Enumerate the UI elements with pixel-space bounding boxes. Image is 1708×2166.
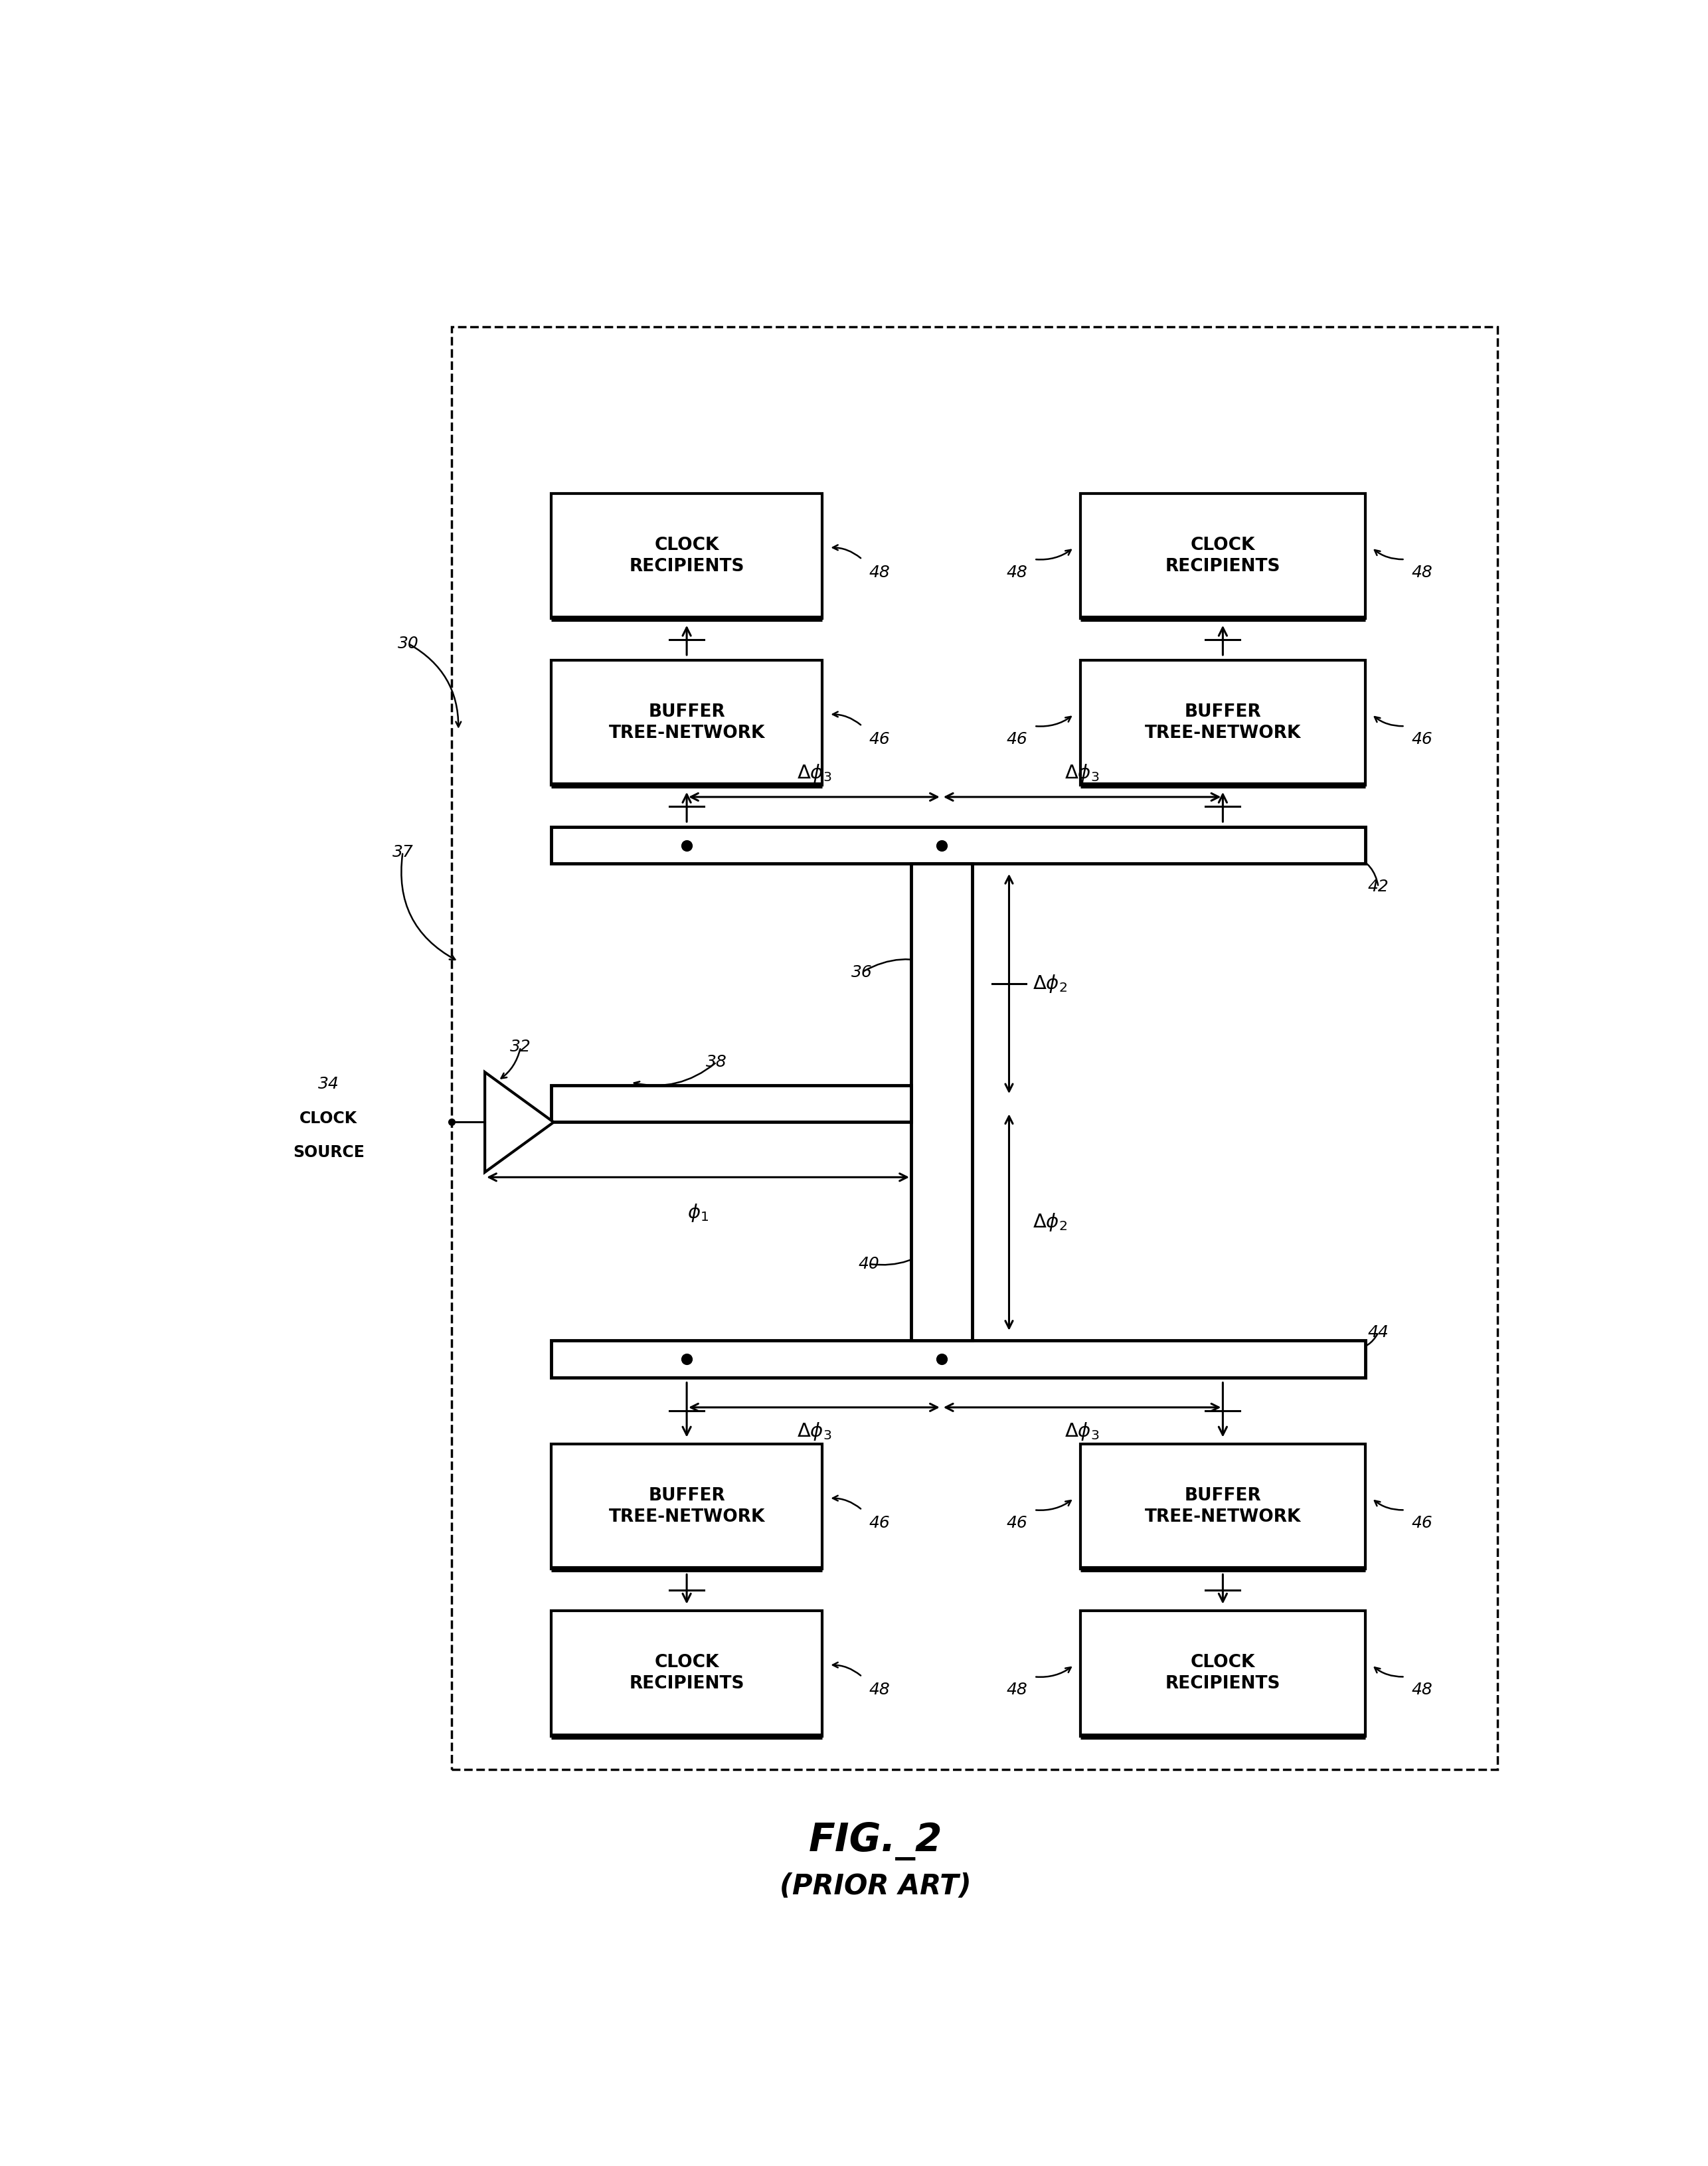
Bar [1081, 494, 1365, 619]
Text: 42: 42 [1368, 879, 1389, 895]
Bar [1081, 661, 1365, 786]
Text: 36: 36 [852, 964, 873, 979]
Text: BUFFER
TREE-NETWORK: BUFFER TREE-NETWORK [1144, 1488, 1301, 1525]
Text: 48: 48 [1411, 565, 1433, 580]
FancyArrowPatch shape [401, 853, 454, 960]
Text: FIG._2: FIG._2 [808, 1822, 943, 1861]
Text: 46: 46 [1411, 1516, 1433, 1531]
Bar [552, 1445, 823, 1568]
Text: 46: 46 [869, 732, 890, 747]
Polygon shape [485, 1072, 553, 1172]
FancyArrowPatch shape [1037, 1501, 1071, 1510]
FancyArrowPatch shape [834, 1661, 861, 1676]
Text: 48: 48 [869, 565, 890, 580]
Text: 48: 48 [869, 1683, 890, 1698]
Text: BUFFER
TREE-NETWORK: BUFFER TREE-NETWORK [1144, 704, 1301, 743]
Text: (PRIOR ART): (PRIOR ART) [779, 1871, 972, 1900]
Text: 30: 30 [398, 635, 418, 652]
Bar [552, 494, 823, 619]
FancyArrowPatch shape [634, 1064, 716, 1087]
FancyArrowPatch shape [410, 645, 461, 728]
FancyArrowPatch shape [834, 713, 861, 726]
Bar [552, 1085, 910, 1122]
Text: 48: 48 [1006, 1683, 1028, 1698]
FancyArrowPatch shape [1037, 717, 1071, 726]
Text: 46: 46 [1006, 1516, 1028, 1531]
Text: BUFFER
TREE-NETWORK: BUFFER TREE-NETWORK [608, 1488, 765, 1525]
Text: 32: 32 [511, 1040, 531, 1055]
Text: $\phi_1$: $\phi_1$ [687, 1202, 709, 1224]
FancyArrowPatch shape [1375, 717, 1402, 726]
Text: BUFFER
TREE-NETWORK: BUFFER TREE-NETWORK [608, 704, 765, 743]
Text: 48: 48 [1411, 1683, 1433, 1698]
Text: 46: 46 [1006, 732, 1028, 747]
Text: CLOCK
RECIPIENTS: CLOCK RECIPIENTS [1165, 537, 1281, 576]
Bar [451, 327, 1498, 1770]
Point [673, 827, 700, 862]
Point [673, 1341, 700, 1375]
Text: 44: 44 [1368, 1323, 1389, 1341]
Point [927, 1341, 955, 1375]
Text: $\Delta\phi_3$: $\Delta\phi_3$ [796, 762, 832, 784]
Text: $\Delta\phi_3$: $\Delta\phi_3$ [796, 1421, 832, 1443]
Text: $\Delta\phi_3$: $\Delta\phi_3$ [1064, 1421, 1100, 1443]
Text: 46: 46 [1411, 732, 1433, 747]
FancyArrowPatch shape [500, 1048, 521, 1079]
Bar [552, 827, 1365, 864]
FancyArrowPatch shape [1037, 1668, 1071, 1676]
FancyArrowPatch shape [1037, 550, 1071, 559]
Text: 38: 38 [705, 1055, 728, 1070]
Text: CLOCK
RECIPIENTS: CLOCK RECIPIENTS [1165, 1655, 1281, 1692]
Text: SOURCE: SOURCE [292, 1144, 364, 1161]
FancyArrowPatch shape [871, 1241, 939, 1265]
Bar [1081, 1445, 1365, 1568]
Bar [552, 1612, 823, 1735]
Text: 34: 34 [318, 1077, 340, 1092]
Text: 46: 46 [869, 1516, 890, 1531]
Text: $\Delta\phi_2$: $\Delta\phi_2$ [1033, 1211, 1068, 1232]
Text: CLOCK: CLOCK [299, 1111, 357, 1126]
FancyArrowPatch shape [1356, 1334, 1377, 1352]
Bar [552, 1341, 1365, 1378]
Text: CLOCK
RECIPIENTS: CLOCK RECIPIENTS [629, 1655, 745, 1692]
Text: 40: 40 [857, 1256, 880, 1271]
Bar [1081, 1612, 1365, 1735]
FancyArrowPatch shape [864, 960, 938, 970]
FancyArrowPatch shape [1356, 856, 1378, 886]
FancyArrowPatch shape [1375, 1501, 1402, 1510]
Text: $\Delta\phi_2$: $\Delta\phi_2$ [1033, 973, 1068, 994]
FancyArrowPatch shape [1375, 550, 1402, 559]
FancyArrowPatch shape [834, 546, 861, 559]
Text: 48: 48 [1006, 565, 1028, 580]
Bar [910, 864, 972, 1341]
FancyArrowPatch shape [1375, 1668, 1402, 1676]
Text: 37: 37 [393, 845, 413, 860]
Text: CLOCK
RECIPIENTS: CLOCK RECIPIENTS [629, 537, 745, 576]
Point [927, 827, 955, 862]
Text: $\Delta\phi_3$: $\Delta\phi_3$ [1064, 762, 1100, 784]
FancyArrowPatch shape [834, 1495, 861, 1510]
Bar [552, 661, 823, 786]
